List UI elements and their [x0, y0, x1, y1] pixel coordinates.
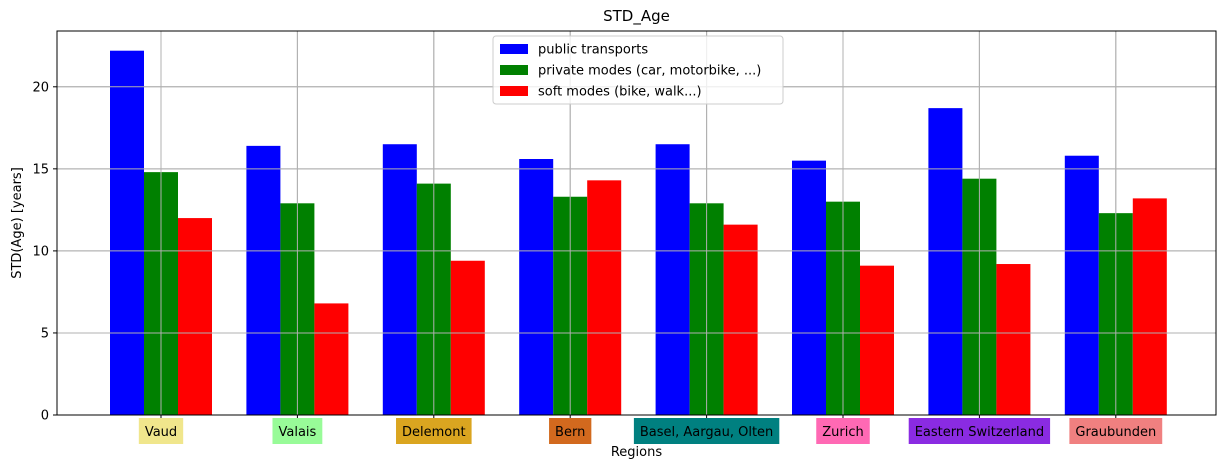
legend-label: soft modes (bike, walk...)	[538, 85, 702, 100]
x-tick-label: Eastern Switzerland	[915, 425, 1044, 440]
bars	[57, 31, 1216, 415]
legend-label: private modes (car, motorbike, ...)	[538, 64, 761, 79]
x-tick-label-box: Vaud	[138, 418, 184, 444]
x-tick-label-box: Zurich	[816, 418, 870, 444]
bar	[382, 144, 417, 415]
bar	[996, 264, 1031, 415]
bar	[110, 50, 144, 415]
x-tick-label-box: Bern	[549, 418, 592, 444]
x-tick-label-background	[816, 418, 870, 444]
x-tick-label-box: Delemont	[396, 418, 472, 444]
x-tick-label-background	[138, 418, 184, 444]
chart-title: STD_Age	[603, 7, 670, 26]
x-tick-label-background	[272, 418, 323, 444]
y-tick-label: 10	[32, 244, 49, 259]
x-tick-label-background	[396, 418, 472, 444]
legend-swatch	[500, 65, 528, 75]
x-tick-label: Basel, Aargau, Olten	[640, 425, 773, 440]
x-tick-label: Bern	[555, 425, 585, 440]
bar	[450, 260, 485, 415]
y-tick-label: 0	[41, 409, 49, 424]
x-axis-ticks: Vaud Valais Delemont Bern Basel, Aargau, Olt…	[138, 415, 1163, 444]
x-tick-label: Vaud	[145, 425, 177, 440]
x-tick-label: Valais	[278, 425, 316, 440]
bar	[655, 144, 690, 415]
legend-label: public transports	[538, 43, 648, 58]
x-tick-label-box: Graubunden	[1069, 418, 1163, 444]
x-tick-label-box: Valais	[272, 418, 323, 444]
legend: public transports private modes (car, mot…	[492, 35, 784, 105]
legend-swatch	[500, 44, 528, 54]
y-axis-ticks: 0 5 10 15 20	[32, 80, 57, 424]
bar	[1132, 198, 1167, 415]
bar	[860, 265, 894, 415]
bar	[246, 145, 281, 415]
y-tick-label: 20	[32, 80, 49, 95]
x-tick-label-box: Eastern Switzerland	[908, 418, 1051, 444]
y-tick-label: 15	[32, 162, 49, 177]
x-tick-label: Graubunden	[1075, 425, 1156, 440]
bar	[792, 160, 826, 415]
legend-item: private modes (car, motorbike, ...)	[500, 64, 761, 79]
plot-frame	[56, 30, 1217, 416]
x-tick-label-background	[1069, 418, 1163, 444]
bar	[723, 224, 758, 415]
bar	[519, 159, 554, 415]
legend-item: soft modes (bike, walk...)	[500, 85, 702, 100]
bar	[928, 108, 963, 415]
x-tick-label: Delemont	[402, 425, 466, 440]
y-tick-label: 5	[41, 326, 49, 341]
x-tick-label-background	[633, 418, 780, 444]
legend-swatch	[500, 86, 528, 96]
x-tick-label-box: Basel, Aargau, Olten	[633, 418, 780, 444]
legend-item: public transports	[500, 43, 648, 58]
bar	[178, 218, 212, 415]
x-tick-label-background	[908, 418, 1051, 444]
bar	[587, 180, 622, 415]
x-axis-title: Regions	[611, 445, 663, 460]
bar	[1064, 155, 1099, 415]
y-axis-title: STD(Age) [years]	[10, 167, 25, 279]
x-tick-label-background	[549, 418, 592, 444]
legend-box	[492, 35, 784, 105]
x-tick-label: Zurich	[822, 425, 864, 440]
bar	[314, 303, 349, 415]
